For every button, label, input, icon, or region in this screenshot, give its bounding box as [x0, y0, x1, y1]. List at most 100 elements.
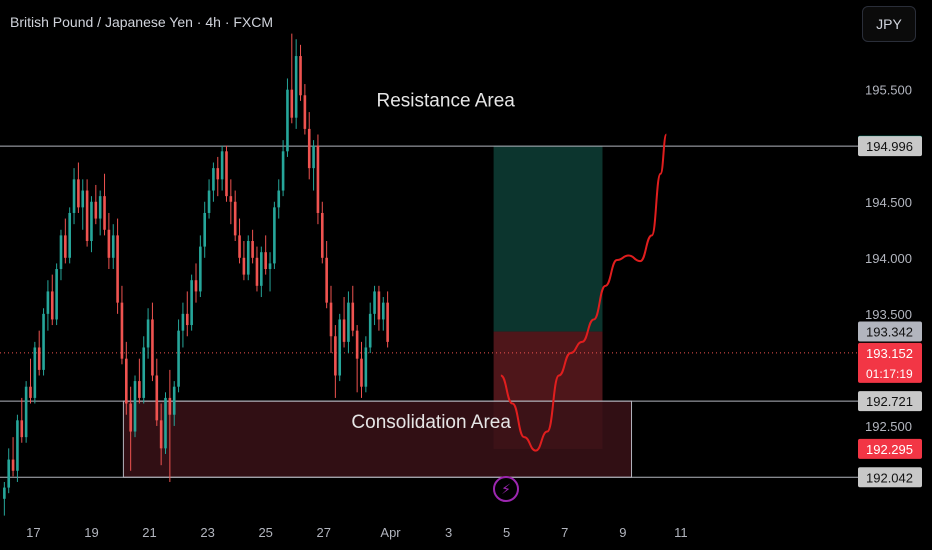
zones-layer	[122, 145, 633, 478]
candle-body	[142, 347, 146, 398]
candle-body	[225, 151, 228, 197]
candle-body	[133, 381, 137, 432]
y-tick-label: 194.500	[865, 195, 912, 210]
candle-body	[268, 263, 272, 270]
candle-body	[98, 196, 102, 219]
candle-body	[177, 330, 180, 387]
level-price-box	[858, 136, 922, 157]
candle-body	[273, 207, 276, 264]
candle-body	[29, 386, 32, 398]
candle-body	[181, 313, 185, 331]
candle-body	[294, 56, 298, 118]
candle-body	[242, 257, 246, 275]
candle-body	[260, 252, 263, 286]
y-tick-label: 194.000	[865, 251, 912, 266]
last-price-box	[858, 342, 922, 383]
candle-body	[212, 168, 215, 191]
x-tick-label: Apr	[380, 525, 401, 540]
x-tick-label: 23	[200, 525, 214, 540]
candle-body	[72, 179, 76, 213]
level-price-label: 192.721	[866, 394, 913, 409]
candle-body	[168, 397, 172, 415]
candle-body	[233, 201, 237, 236]
candle-body	[172, 386, 176, 415]
candle-body	[190, 280, 193, 326]
candle-body	[68, 212, 71, 258]
candle-body	[377, 291, 381, 320]
candle-body	[325, 257, 328, 303]
level-price-label: 192.042	[866, 470, 913, 485]
y-tick-label: 193.500	[865, 307, 912, 322]
candle-body	[216, 168, 220, 180]
candle-body	[50, 291, 54, 320]
symbol-title[interactable]: British Pound / Japanese Yen · 4h · FXCM	[10, 14, 274, 30]
candle-body	[290, 89, 294, 118]
candle-body	[33, 347, 37, 398]
candle-body	[355, 330, 359, 359]
candle-body	[55, 269, 58, 320]
currency-button[interactable]: JPY	[862, 6, 916, 42]
resistance-zone	[493, 145, 603, 332]
candle-body	[316, 145, 320, 213]
entry-price-box	[858, 321, 922, 342]
y-axis[interactable]: 196.000195.500195.000194.500194.000193.5…	[865, 27, 912, 490]
x-tick-label: 17	[26, 525, 40, 540]
stop-price-box	[858, 438, 922, 459]
candle-body	[320, 212, 324, 258]
candle-body	[16, 420, 19, 471]
candle-body	[386, 302, 389, 342]
candle-body	[329, 302, 333, 337]
candle-body	[334, 336, 337, 376]
x-tick-label: 5	[503, 525, 510, 540]
candle-body	[120, 302, 124, 359]
candle-body	[77, 179, 80, 208]
candle-body	[138, 381, 141, 398]
annotations-layer: Resistance Area Consolidation Area	[351, 90, 515, 433]
last-price-label: 193.152	[866, 346, 913, 361]
entry-price-label: 193.342	[866, 325, 913, 340]
candle-body	[37, 347, 41, 370]
annotation-label: Resistance Area	[377, 90, 516, 111]
candle-body	[64, 235, 67, 258]
candle-body	[3, 487, 6, 499]
stop-price-label: 192.295	[866, 442, 913, 457]
candle-body	[103, 196, 106, 230]
candle-body	[199, 246, 202, 292]
candle-body	[146, 319, 150, 348]
candle-body	[347, 302, 350, 342]
candle-body	[151, 319, 154, 376]
candle-body	[159, 420, 163, 449]
candle-body	[81, 190, 85, 208]
x-axis: 17 19 21 23 25 27 Apr 3 5 7 9 11	[26, 525, 687, 540]
candle-body	[255, 257, 259, 286]
levels-layer	[0, 145, 858, 478]
candle-body	[368, 313, 372, 348]
candle-body	[7, 459, 11, 488]
candles-layer	[3, 33, 389, 516]
candle-body	[360, 358, 363, 387]
candle-body	[364, 347, 368, 387]
candle-body	[107, 229, 111, 258]
candle-body	[264, 252, 267, 270]
candle-body	[277, 190, 281, 208]
candle-body	[24, 386, 28, 438]
projection-layer	[500, 133, 668, 452]
candle-body	[194, 280, 198, 292]
y-tick-label: 195.500	[865, 83, 912, 98]
projected-path	[500, 133, 668, 452]
candle-body	[286, 89, 289, 152]
candle-body	[238, 235, 241, 258]
candle-body	[185, 313, 189, 326]
price-labels-layer: 195.000194.996193.342193.15201:17:19192.…	[858, 135, 922, 488]
candle-body	[338, 319, 342, 376]
candle-body	[129, 403, 132, 432]
candle-body	[251, 240, 254, 258]
candle-body	[90, 201, 93, 241]
candle-body	[124, 358, 128, 404]
lightning-icon[interactable]: ⚡	[493, 476, 519, 502]
candle-body	[155, 375, 159, 421]
candle-body	[351, 302, 355, 331]
candle-body	[11, 459, 15, 471]
x-tick-label: 19	[84, 525, 98, 540]
